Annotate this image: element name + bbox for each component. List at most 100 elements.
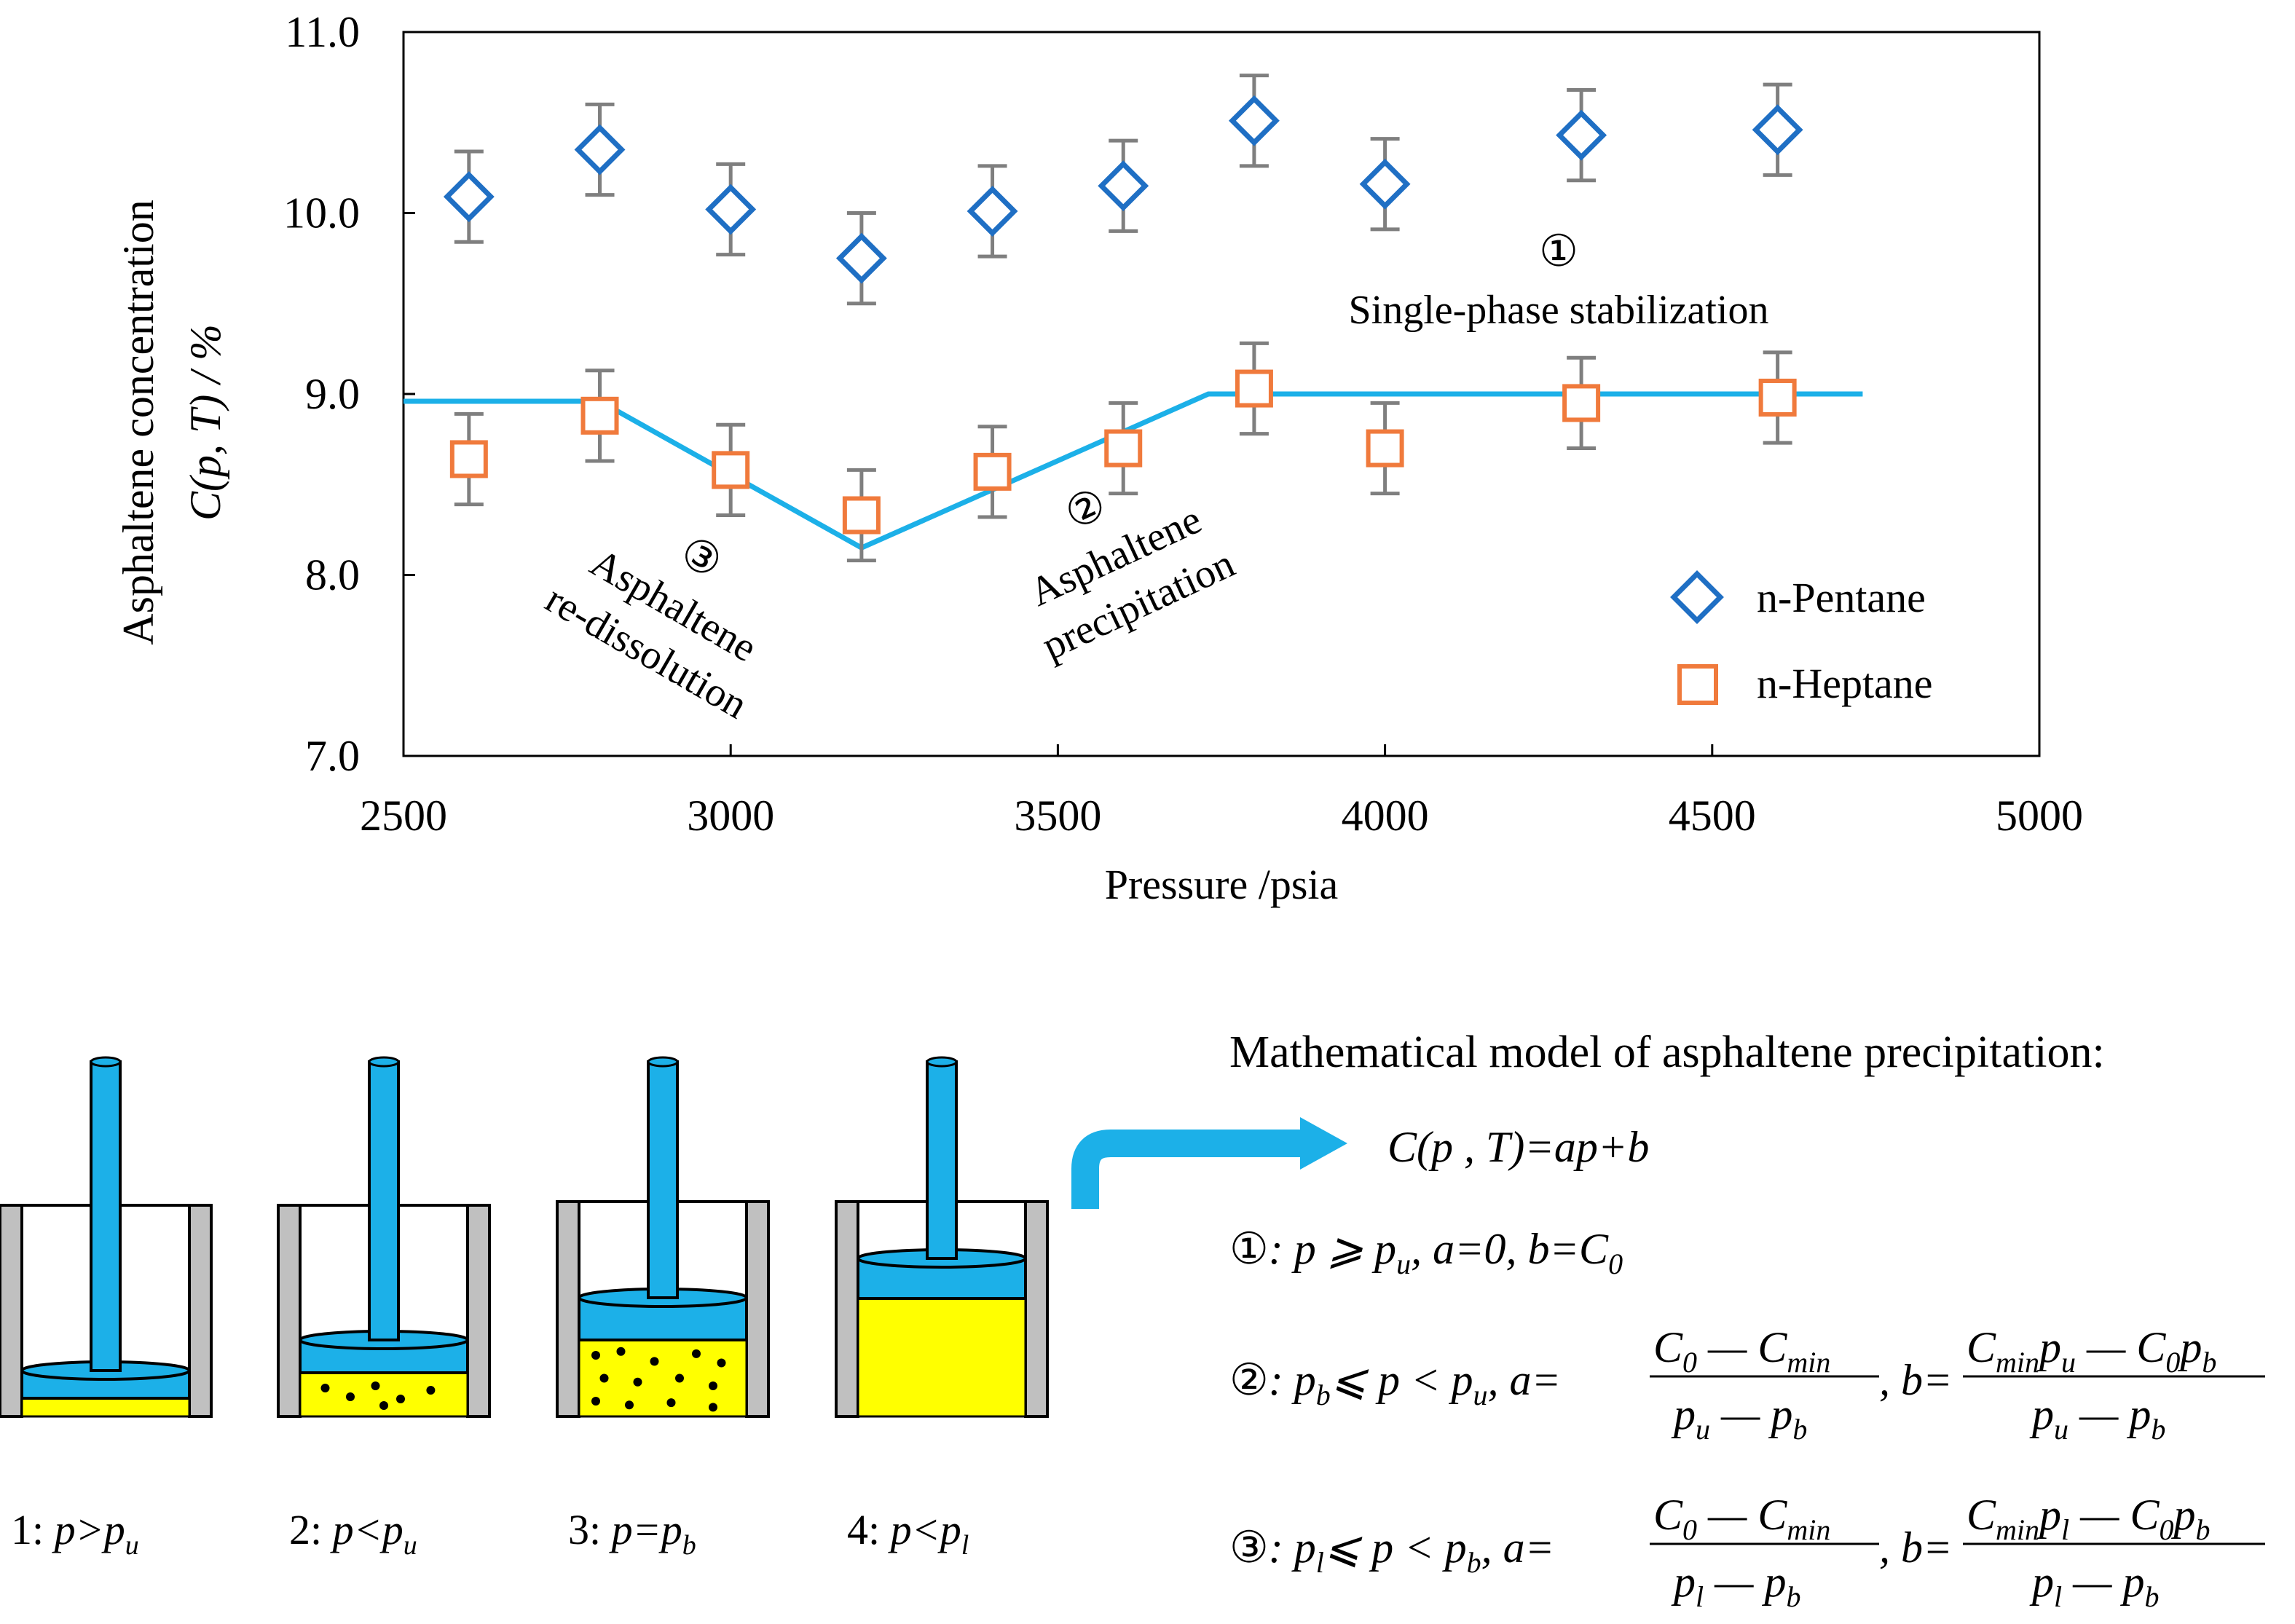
cylinder-wall-left xyxy=(556,1200,580,1418)
model-panel: Mathematical model of asphaltene precipi… xyxy=(1229,1028,2265,1613)
marker-n-pentane xyxy=(1556,109,1607,161)
cylinder-label: 3: p=pb xyxy=(568,1506,696,1561)
case-3-b-numerator: Cminpl — C0pb xyxy=(1967,1491,2211,1546)
asphaltene-particle xyxy=(666,1398,676,1408)
model-equation: C(p , T)=ap+b xyxy=(1387,1123,1649,1171)
model-title: Mathematical model of asphaltene precipi… xyxy=(1229,1028,2105,1077)
marker-n-heptane xyxy=(712,451,750,489)
marker-n-pentane xyxy=(967,186,1018,237)
marker-n-heptane xyxy=(580,396,619,435)
marker-n-pentane xyxy=(705,184,757,235)
y-tick-label: 8.0 xyxy=(305,551,360,599)
cylinder-wall-left xyxy=(835,1200,859,1418)
case-3: ③: pl⩽ p < pb, a= C0 — Cmin pl — pb , b=… xyxy=(1229,1491,2265,1613)
case-2-b-denominator: pu — pb xyxy=(2029,1390,2165,1446)
cylinder-wall-right xyxy=(188,1204,213,1418)
case-1-number: ① xyxy=(1229,1225,1269,1273)
asphaltene-particle xyxy=(320,1384,330,1392)
y-axis: 7.0 8.0 9.0 10.0 11.0 xyxy=(283,8,415,780)
cylinder-3: 3: p=pb xyxy=(556,1056,770,1561)
asphaltene-particle xyxy=(599,1373,609,1383)
legend: n-Pentane n-Heptane xyxy=(1670,570,1933,707)
oil-phase xyxy=(20,1397,191,1418)
cylinder-wall-left xyxy=(277,1204,302,1418)
cylinder-1: 1: p>pu xyxy=(0,1056,213,1561)
annotation-3-number: ③ xyxy=(672,527,731,588)
cylinder-diagrams: 1: p>pu 2: p<pu 3: p=pb 4: p<pl xyxy=(0,1056,1049,1561)
asphaltene-particle xyxy=(591,1397,600,1406)
annotation-1-number: ① xyxy=(1539,227,1578,275)
legend-marker-n-pentane xyxy=(1670,570,1724,624)
case-2-a-numerator: C0 — Cmin xyxy=(1653,1323,1830,1379)
asphaltene-particle xyxy=(616,1347,626,1356)
asphaltene-particle xyxy=(346,1392,355,1401)
marker-n-heptane xyxy=(1758,378,1797,417)
x-tick-label: 2500 xyxy=(360,792,447,840)
x-axis: 2500 3000 3500 4000 4500 5000 xyxy=(360,744,2083,840)
y-tick-label: 11.0 xyxy=(285,8,360,56)
case-3-a-numerator: C0 — Cmin xyxy=(1653,1491,1830,1546)
x-tick-label: 5000 xyxy=(1996,792,2083,840)
legend-label-n-heptane: n-Heptane xyxy=(1757,660,1933,707)
marker-n-heptane xyxy=(1235,369,1273,408)
case-2-b-numerator: Cminpu — C0pb xyxy=(1967,1323,2216,1379)
x-tick-label: 3500 xyxy=(1014,792,1101,840)
oil-phase xyxy=(857,1297,1027,1418)
asphaltene-particle xyxy=(675,1373,684,1383)
marker-n-heptane xyxy=(1562,384,1601,422)
annotation-2-number: ② xyxy=(1058,479,1114,540)
case-2-b-eq: , b= xyxy=(1879,1356,1953,1404)
asphaltene-particle xyxy=(692,1349,701,1358)
cylinder-label: 4: p<pl xyxy=(847,1506,969,1561)
marker-n-heptane xyxy=(1104,429,1143,468)
case-3-b-eq: , b= xyxy=(1879,1524,1953,1572)
asphaltene-particle xyxy=(650,1357,659,1366)
case-1-condition-sub: u xyxy=(1396,1247,1411,1280)
case-2: ②: pb⩽ p < pu, a= C0 — Cmin pu — pb , b=… xyxy=(1229,1323,2265,1446)
case-1-rest-sub: 0 xyxy=(1608,1247,1623,1280)
case-3-a-denominator: pl — pb xyxy=(1671,1558,1800,1613)
y-tick-label: 7.0 xyxy=(305,732,360,780)
piston-rod xyxy=(368,1060,400,1341)
legend-label-n-pentane: n-Pentane xyxy=(1757,574,1926,621)
asphaltene-particle xyxy=(371,1381,380,1390)
marker-n-heptane xyxy=(842,496,881,535)
cylinder-wall-left xyxy=(0,1204,23,1418)
marker-n-pentane xyxy=(835,232,887,284)
asphaltene-particle xyxy=(625,1400,634,1410)
chart: 2500 3000 3500 4000 4500 5000 7.0 8.0 9.0 10.0 11… xyxy=(114,8,2083,908)
case-2-a-denominator: pu — pb xyxy=(1671,1390,1807,1446)
markers xyxy=(443,95,1803,535)
y-tick-label: 9.0 xyxy=(305,370,360,418)
asphaltene-particle xyxy=(709,1381,717,1390)
asphaltene-particle xyxy=(709,1403,717,1412)
y-axis-title-line2: C(p, T) / % xyxy=(181,324,229,521)
asphaltene-particle xyxy=(633,1377,642,1387)
x-tick-label: 4500 xyxy=(1669,792,1756,840)
y-axis-title: Asphaltene concentration C(p, T) / % xyxy=(114,200,229,645)
cylinder-4: 4: p<pl xyxy=(835,1056,1049,1561)
cylinder-wall-right xyxy=(466,1204,491,1418)
marker-n-pentane xyxy=(1752,104,1803,156)
marker-n-pentane xyxy=(1359,158,1411,210)
case-1-rest: , a=0, b=C xyxy=(1411,1225,1609,1273)
marker-n-pentane xyxy=(1098,160,1149,212)
cylinder-label: 1: p>pu xyxy=(11,1506,139,1561)
case-3-b-denominator: pl — pb xyxy=(2029,1558,2159,1613)
cylinder-wall-right xyxy=(1024,1200,1049,1418)
piston-rod xyxy=(926,1060,958,1260)
legend-marker-n-heptane xyxy=(1677,664,1718,705)
marker-n-pentane xyxy=(443,171,495,223)
case-3-number: ③ xyxy=(1229,1524,1269,1572)
case-1-condition: : p ⩾ p xyxy=(1269,1225,1396,1273)
flow-arrow-head xyxy=(1300,1117,1347,1170)
cylinder-wall-right xyxy=(745,1200,770,1418)
asphaltene-particle xyxy=(379,1401,388,1410)
marker-n-pentane xyxy=(1228,95,1280,146)
x-axis-title: Pressure /psia xyxy=(1105,861,1339,908)
marker-n-pentane xyxy=(574,124,626,176)
x-tick-label: 3000 xyxy=(687,792,774,840)
marker-n-heptane xyxy=(1366,429,1404,468)
asphaltene-particle xyxy=(396,1395,405,1403)
